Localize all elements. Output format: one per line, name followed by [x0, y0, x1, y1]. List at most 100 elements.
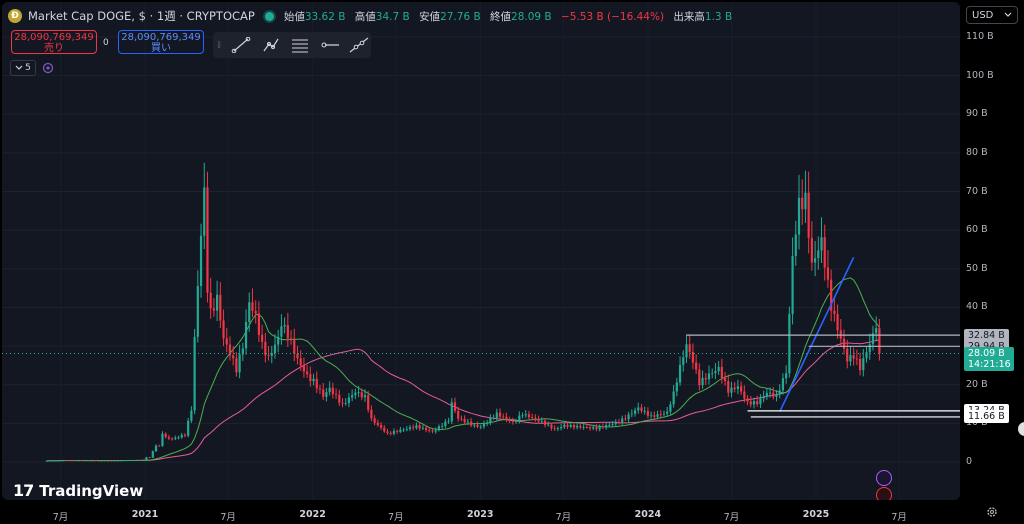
sell-button[interactable]: 28,090,769,349 売り — [11, 30, 97, 54]
candle-body — [61, 460, 64, 462]
fib-tool-button[interactable] — [288, 35, 312, 55]
extended-line-button[interactable] — [347, 35, 371, 55]
line-tool-button[interactable] — [229, 35, 253, 55]
candle-body — [248, 302, 251, 322]
candle-body — [473, 424, 476, 426]
candle-body — [576, 425, 579, 428]
side-handle[interactable] — [1018, 422, 1024, 436]
candle-body — [354, 392, 357, 396]
candle-body — [415, 425, 418, 429]
gear-icon[interactable] — [986, 506, 998, 518]
candle-body — [113, 460, 116, 462]
candle-body — [569, 425, 572, 427]
candle-body — [283, 325, 286, 327]
candle-body — [392, 431, 396, 434]
candle-body — [383, 427, 386, 432]
candle-body — [132, 460, 135, 461]
candle-body — [232, 355, 235, 359]
indicator-toggle[interactable]: 5 — [10, 60, 36, 76]
candle-body — [868, 344, 871, 353]
candle-body — [524, 414, 527, 416]
candle-body — [421, 427, 424, 429]
candle-body — [839, 330, 842, 339]
candle-body — [553, 428, 556, 430]
candle-body — [826, 267, 830, 280]
chart-header: Ð Market Cap DOGE, $ · 1週 · CRYPTOCAP 始値… — [8, 8, 738, 24]
candle-body — [209, 292, 212, 309]
candle-body — [167, 437, 170, 439]
live-dot-icon — [264, 11, 274, 21]
candle-body — [116, 460, 119, 462]
candle-body — [309, 374, 312, 382]
x-tick-label: 7月 — [891, 512, 907, 523]
candle-body — [457, 410, 460, 419]
candle-body — [187, 420, 190, 436]
candle-body — [402, 429, 405, 431]
candle-body — [396, 431, 399, 432]
candle-body — [502, 416, 505, 418]
y-tick-label: 0 — [966, 456, 973, 467]
candle-body — [846, 348, 849, 362]
logo-text: TradingView — [39, 481, 144, 500]
candle-body — [804, 192, 807, 210]
candle-body — [347, 397, 351, 404]
tradingview-logo[interactable]: 17 TradingView — [13, 481, 143, 500]
x-tick-label: 2023 — [467, 509, 494, 520]
candle-body — [261, 334, 264, 342]
candle-body — [164, 433, 167, 438]
path-tool-button[interactable] — [259, 35, 283, 55]
candle-body — [855, 358, 858, 360]
event-icon[interactable] — [876, 470, 892, 486]
y-tick-label: 100 B — [966, 69, 994, 81]
event-icon[interactable] — [876, 487, 892, 500]
x-tick-label: 2021 — [131, 509, 159, 520]
candle-body — [71, 460, 74, 462]
countdown-timer: 14:21:16 — [968, 359, 1011, 370]
y-tick-label: 90 B — [966, 108, 988, 120]
candle-body — [662, 413, 666, 415]
extended-line-icon — [349, 37, 369, 53]
candle-body — [489, 417, 492, 423]
candle-body — [90, 460, 93, 462]
candle-body — [203, 187, 206, 236]
candle-body — [621, 418, 624, 423]
candle-body — [543, 420, 547, 425]
candle-body — [122, 460, 125, 462]
drag-handle-icon[interactable]: ⁞⁞ — [217, 39, 222, 51]
candle-body — [498, 412, 502, 417]
candle-body — [852, 355, 855, 359]
candle-body — [138, 459, 142, 461]
time-axis[interactable] — [0, 500, 1016, 524]
chart-canvas[interactable] — [2, 2, 960, 500]
candle-body — [106, 460, 109, 462]
ma-long-line — [46, 339, 880, 462]
x-tick-label: 7月 — [387, 512, 404, 523]
y-tick-label: 50 B — [966, 262, 988, 274]
chevron-down-icon — [1004, 12, 1012, 17]
x-tick-label: 7月 — [220, 512, 236, 523]
candle-body — [650, 415, 653, 417]
candle-body — [68, 460, 71, 462]
candle-body — [727, 381, 730, 393]
candle-body — [357, 392, 360, 394]
candle-body — [341, 402, 344, 404]
buy-button[interactable]: 28,090,769,349 買い — [118, 30, 204, 54]
chart-pane[interactable]: Ð Market Cap DOGE, $ · 1週 · CRYPTOCAP 始値… — [2, 2, 960, 500]
candle-body — [180, 435, 183, 438]
currency-value: USD — [972, 9, 994, 21]
x-tick-label: 7月 — [52, 512, 69, 523]
horizontal-ray-button[interactable] — [318, 35, 342, 55]
eye-icon[interactable] — [42, 62, 54, 74]
symbol-title[interactable]: Market Cap DOGE, $ · 1週 · CRYPTOCAP — [28, 9, 255, 23]
y-tick-label: 70 B — [966, 185, 988, 197]
currency-select[interactable]: USD — [966, 6, 1018, 24]
candle-body — [778, 390, 781, 395]
candle-body — [695, 362, 698, 370]
candle-body — [344, 403, 347, 404]
candle-body — [322, 389, 325, 397]
coin-icon: Ð — [8, 9, 22, 23]
candle-body — [588, 427, 592, 429]
candle-body — [875, 328, 878, 334]
candle-body — [318, 388, 322, 390]
candle-body — [45, 460, 48, 462]
